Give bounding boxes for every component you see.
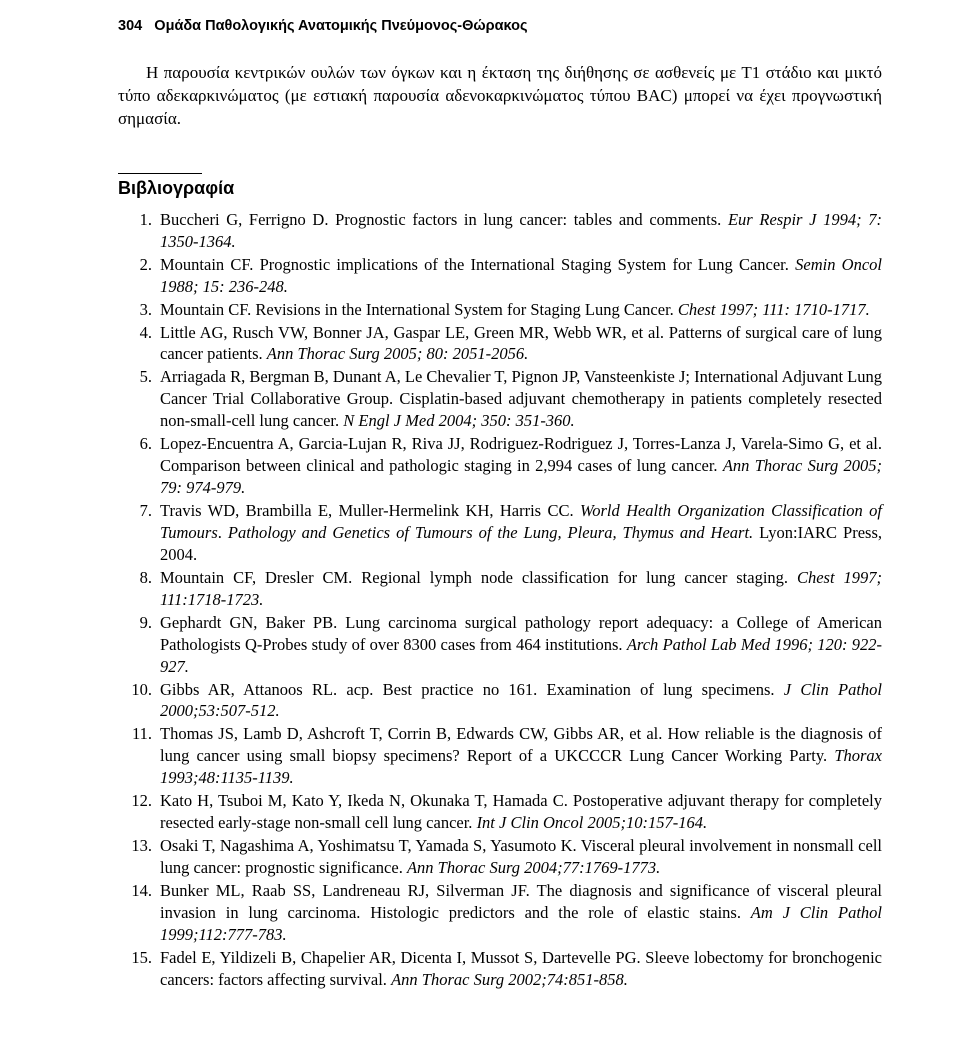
reference-number: 1.	[118, 209, 160, 253]
reference-item: 6.Lopez-Encuentra A, Garcia-Lujan R, Riv…	[118, 433, 882, 499]
reference-plain: Gibbs AR, Attanoos RL. acp. Best practic…	[160, 680, 784, 699]
reference-citation: Ann Thorac Surg 2004;77:1769-1773.	[407, 858, 660, 877]
bibliography-rule	[118, 173, 202, 174]
reference-list: 1.Buccheri G, Ferrigno D. Prognostic fac…	[118, 209, 882, 991]
reference-citation: Ann Thorac Surg 2005; 80: 2051-2056.	[267, 344, 529, 363]
reference-number: 15.	[118, 947, 160, 991]
reference-text: Bunker ML, Raab SS, Landreneau RJ, Silve…	[160, 880, 882, 946]
reference-text: Thomas JS, Lamb D, Ashcroft T, Corrin B,…	[160, 723, 882, 789]
reference-text: Gibbs AR, Attanoos RL. acp. Best practic…	[160, 679, 882, 723]
reference-number: 4.	[118, 322, 160, 366]
reference-number: 5.	[118, 366, 160, 432]
reference-text: Kato H, Tsuboi M, Kato Y, Ikeda N, Okuna…	[160, 790, 882, 834]
reference-citation: Chest 1997; 111: 1710-1717.	[678, 300, 870, 319]
reference-text: Buccheri G, Ferrigno D. Prognostic facto…	[160, 209, 882, 253]
reference-item: 14.Bunker ML, Raab SS, Landreneau RJ, Si…	[118, 880, 882, 946]
reference-number: 2.	[118, 254, 160, 298]
document-page: 304 Ομάδα Παθολογικής Ανατομικής Πνεύμον…	[0, 0, 960, 1032]
reference-text: Mountain CF. Prognostic implications of …	[160, 254, 882, 298]
reference-text: Travis WD, Brambilla E, Muller-Hermelink…	[160, 500, 882, 566]
reference-text: Lopez-Encuentra A, Garcia-Lujan R, Riva …	[160, 433, 882, 499]
reference-text: Gephardt GN, Baker PB. Lung carcinoma su…	[160, 612, 882, 678]
reference-number: 7.	[118, 500, 160, 566]
reference-citation: N Engl J Med 2004; 350: 351-360.	[343, 411, 574, 430]
reference-number: 8.	[118, 567, 160, 611]
running-header: 304 Ομάδα Παθολογικής Ανατομικής Πνεύμον…	[118, 18, 882, 34]
reference-item: 12.Kato H, Tsuboi M, Kato Y, Ikeda N, Ok…	[118, 790, 882, 834]
reference-number: 6.	[118, 433, 160, 499]
reference-number: 10.	[118, 679, 160, 723]
reference-item: 15.Fadel E, Yildizeli B, Chapelier AR, D…	[118, 947, 882, 991]
reference-plain: Mountain CF. Revisions in the Internatio…	[160, 300, 678, 319]
reference-item: 11.Thomas JS, Lamb D, Ashcroft T, Corrin…	[118, 723, 882, 789]
reference-citation: Pathology and Genetics of Tumours of the…	[228, 523, 759, 542]
reference-number: 11.	[118, 723, 160, 789]
reference-plain: Thomas JS, Lamb D, Ashcroft T, Corrin B,…	[160, 724, 882, 765]
reference-item: 4.Little AG, Rusch VW, Bonner JA, Gaspar…	[118, 322, 882, 366]
reference-text: Fadel E, Yildizeli B, Chapelier AR, Dice…	[160, 947, 882, 991]
reference-item: 1.Buccheri G, Ferrigno D. Prognostic fac…	[118, 209, 882, 253]
reference-plain: .	[218, 523, 228, 542]
page-number: 304	[118, 18, 142, 34]
reference-text: Mountain CF, Dresler CM. Regional lymph …	[160, 567, 882, 611]
reference-text: Arriagada R, Bergman B, Dunant A, Le Che…	[160, 366, 882, 432]
section-title: Ομάδα Παθολογικής Ανατομικής Πνεύμονος-Θ…	[154, 18, 527, 34]
reference-item: 5.Arriagada R, Bergman B, Dunant A, Le C…	[118, 366, 882, 432]
reference-text: Osaki T, Nagashima A, Yoshimatsu T, Yama…	[160, 835, 882, 879]
reference-number: 13.	[118, 835, 160, 879]
reference-number: 14.	[118, 880, 160, 946]
reference-item: 10.Gibbs AR, Attanoos RL. acp. Best prac…	[118, 679, 882, 723]
bibliography-heading: Βιβλιογραφία	[118, 178, 882, 199]
reference-item: 2.Mountain CF. Prognostic implications o…	[118, 254, 882, 298]
reference-plain: Travis WD, Brambilla E, Muller-Hermelink…	[160, 501, 580, 520]
reference-item: 7.Travis WD, Brambilla E, Muller-Hermeli…	[118, 500, 882, 566]
reference-text: Mountain CF. Revisions in the Internatio…	[160, 299, 882, 321]
reference-number: 12.	[118, 790, 160, 834]
reference-item: 9.Gephardt GN, Baker PB. Lung carcinoma …	[118, 612, 882, 678]
reference-citation: Ann Thorac Surg 2002;74:851-858.	[391, 970, 628, 989]
reference-item: 8.Mountain CF, Dresler CM. Regional lymp…	[118, 567, 882, 611]
reference-number: 3.	[118, 299, 160, 321]
reference-plain: Buccheri G, Ferrigno D. Prognostic facto…	[160, 210, 728, 229]
reference-item: 3.Mountain CF. Revisions in the Internat…	[118, 299, 882, 321]
reference-plain: Mountain CF. Prognostic implications of …	[160, 255, 795, 274]
reference-text: Little AG, Rusch VW, Bonner JA, Gaspar L…	[160, 322, 882, 366]
reference-number: 9.	[118, 612, 160, 678]
reference-citation: Int J Clin Oncol 2005;10:157-164.	[477, 813, 708, 832]
reference-plain: Mountain CF, Dresler CM. Regional lymph …	[160, 568, 797, 587]
reference-item: 13.Osaki T, Nagashima A, Yoshimatsu T, Y…	[118, 835, 882, 879]
body-paragraph: Η παρουσία κεντρικών ουλών των όγκων και…	[118, 62, 882, 131]
